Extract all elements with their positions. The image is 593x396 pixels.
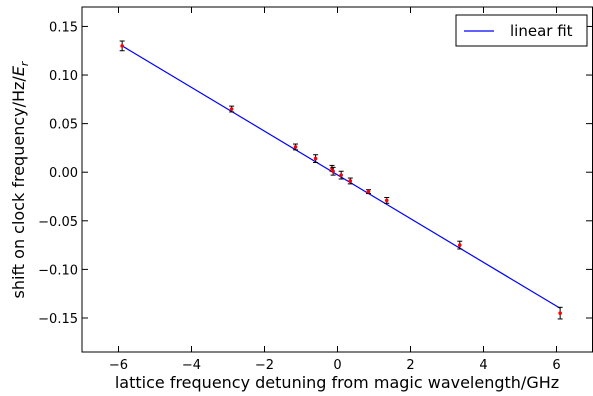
y-tick-label: −0.10 <box>38 263 78 278</box>
point-marker <box>331 169 335 174</box>
y-axis-label-text: shift on clock frequency/Hz/ <box>9 76 28 299</box>
point-marker <box>457 243 462 247</box>
data-point <box>384 196 390 204</box>
point-marker <box>229 107 234 111</box>
y-tick-label: 0.15 <box>49 20 78 35</box>
x-tick-label: 2 <box>406 358 414 373</box>
legend-box <box>455 14 588 47</box>
point-marker <box>558 311 562 315</box>
data-points-layer <box>119 40 563 320</box>
x-tick-label: −4 <box>182 358 201 373</box>
x-tick-label: 6 <box>552 358 560 373</box>
y-tick-label: −0.05 <box>38 215 78 230</box>
y-axis-label: shift on clock frequency/Hz/Er <box>9 60 31 298</box>
x-tick-label: 4 <box>479 358 487 373</box>
data-point <box>557 306 563 320</box>
x-axis-label: lattice frequency detuning from magic wa… <box>115 373 559 392</box>
point-marker <box>339 173 343 177</box>
x-tick-label: −6 <box>109 358 128 373</box>
axis-ticks: −6 −4 −2 0 2 4 6 0.15 0.10 0.05 0.00 −0.05 −0.10 −0.1… <box>38 7 592 373</box>
point-marker <box>313 156 318 161</box>
y-axis-label-math-sub: r <box>18 60 31 66</box>
legend: linear fit <box>455 14 588 47</box>
data-point <box>338 170 344 180</box>
data-point <box>366 189 372 195</box>
y-tick-label: −0.15 <box>38 312 78 327</box>
y-tick-label: 0.00 <box>49 166 78 181</box>
data-point <box>330 166 336 176</box>
y-axis-label-math: E <box>9 65 28 76</box>
x-tick-label: −2 <box>255 358 274 373</box>
y-tick-label: 0.05 <box>49 118 78 133</box>
legend-label-linear-fit: linear fit <box>510 22 573 40</box>
data-point <box>347 177 353 185</box>
data-point <box>229 105 235 113</box>
data-point <box>457 240 463 250</box>
data-point <box>293 143 299 151</box>
point-marker <box>366 189 371 194</box>
point-marker <box>348 179 353 183</box>
point-marker <box>384 198 389 203</box>
data-point <box>313 154 319 163</box>
point-marker <box>293 145 298 149</box>
y-tick-label: 0.10 <box>49 69 78 84</box>
data-point <box>119 40 125 52</box>
point-marker <box>120 44 124 48</box>
x-tick-label: 0 <box>333 358 341 373</box>
